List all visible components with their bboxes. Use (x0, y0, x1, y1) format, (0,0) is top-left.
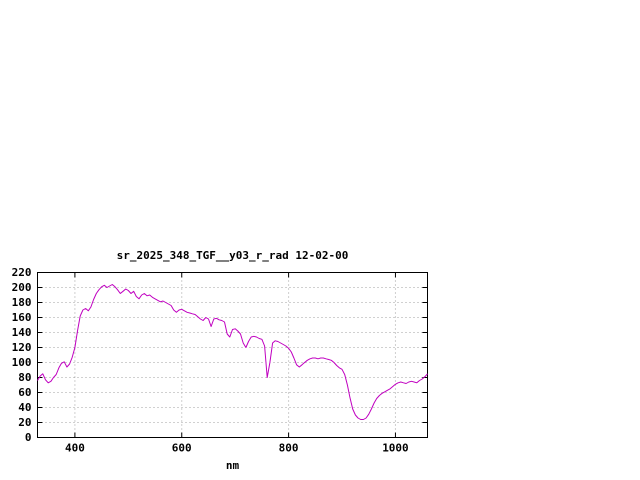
x-tick-label: 600 (172, 442, 192, 455)
x-axis-label: nm (225, 459, 240, 472)
chart-title: sr_2025_348_TGF__y03_r_rad 12-02-00 (116, 249, 349, 262)
y-tick-label: 160 (12, 311, 32, 324)
y-tick-label: 0 (25, 431, 32, 444)
y-tick-label: 200 (12, 281, 32, 294)
y-tick-label: 180 (12, 296, 32, 309)
y-tick-label: 20 (18, 416, 31, 429)
y-tick-label: 60 (18, 386, 31, 399)
y-tick-label: 40 (18, 401, 31, 414)
data-line (37, 284, 428, 420)
y-tick-label: 140 (12, 326, 32, 339)
x-tick-label: 800 (279, 442, 299, 455)
y-tick-label: 100 (12, 356, 32, 369)
plot-border (37, 272, 428, 438)
x-tick-label: 400 (65, 442, 85, 455)
y-tick-label: 120 (12, 341, 32, 354)
y-tick-label: 220 (12, 266, 32, 279)
y-tick-label: 80 (18, 371, 31, 384)
tick-labels: 0 20 40 60 80 100 120 140 160 180 200 220 400 600 800 1… (12, 266, 409, 455)
x-tick-label: 1000 (382, 442, 409, 455)
